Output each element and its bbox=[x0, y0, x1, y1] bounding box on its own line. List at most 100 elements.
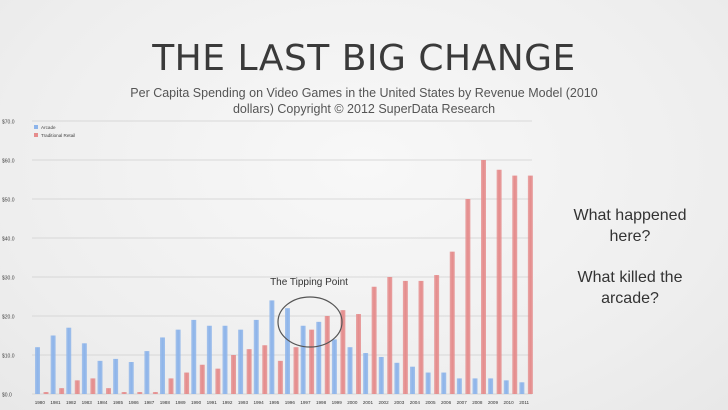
x-tick-label: 1996 bbox=[285, 400, 296, 405]
x-tick-label: 2008 bbox=[472, 400, 483, 405]
bar-arcade bbox=[144, 351, 150, 394]
bar-arcade bbox=[175, 329, 181, 394]
bar-arcade bbox=[35, 347, 40, 394]
bar-arcade bbox=[50, 335, 56, 394]
bar-traditional-retail bbox=[527, 175, 533, 394]
x-tick-label: 1998 bbox=[316, 400, 327, 405]
legend: Arcade Traditional Retail bbox=[34, 125, 75, 138]
x-tick-label: 2007 bbox=[457, 400, 468, 405]
legend-label: Arcade bbox=[41, 125, 56, 130]
bar-traditional-retail bbox=[74, 380, 80, 394]
x-tick-label: 1985 bbox=[113, 400, 124, 405]
bar-traditional-retail bbox=[387, 277, 393, 394]
bar-arcade bbox=[363, 353, 369, 394]
bar-traditional-retail bbox=[434, 275, 440, 394]
x-tick-label: 2002 bbox=[378, 400, 389, 405]
bar-arcade bbox=[160, 337, 165, 394]
x-tick-label: 2005 bbox=[425, 400, 436, 405]
x-tick-label: 1988 bbox=[160, 400, 171, 405]
bar-arcade bbox=[97, 360, 103, 394]
annotation: The Tipping Point bbox=[270, 277, 348, 348]
bar-arcade bbox=[113, 358, 119, 394]
x-tick-label: 1997 bbox=[300, 400, 311, 405]
x-tick-label: 1984 bbox=[97, 400, 108, 405]
bar-arcade bbox=[300, 325, 306, 394]
bar-traditional-retail bbox=[90, 378, 96, 394]
y-tick-label: $10.0 bbox=[2, 354, 15, 360]
legend-label: Traditional Retail bbox=[41, 133, 75, 138]
bar-traditional-retail bbox=[262, 345, 268, 394]
y-tick-label: $50.0 bbox=[2, 198, 15, 204]
bar-traditional-retail bbox=[106, 388, 111, 394]
bar-arcade bbox=[410, 366, 415, 394]
bar-traditional-retail bbox=[184, 372, 190, 394]
x-tick-label: 2000 bbox=[347, 400, 358, 405]
bar-arcade bbox=[238, 329, 244, 394]
tipping-point-circle bbox=[277, 296, 343, 348]
bar-traditional-retail bbox=[465, 199, 471, 394]
x-tick-label: 1983 bbox=[82, 400, 93, 405]
bar-traditional-retail bbox=[293, 347, 299, 394]
bar-traditional-retail bbox=[324, 316, 330, 394]
bar-arcade bbox=[519, 382, 525, 394]
bar-traditional-retail bbox=[309, 329, 315, 394]
bar-arcade bbox=[81, 343, 87, 394]
bar-traditional-retail bbox=[168, 378, 174, 394]
bar-arcade bbox=[378, 356, 384, 394]
bar-traditional-retail bbox=[246, 349, 252, 394]
bar-traditional-retail bbox=[402, 280, 408, 394]
y-tick-label: $0.0 bbox=[2, 393, 12, 399]
y-tick-label: $70.0 bbox=[2, 120, 15, 126]
x-tick-label: 1982 bbox=[66, 400, 77, 405]
x-tick-label: 1999 bbox=[332, 400, 343, 405]
x-tick-label: 2001 bbox=[363, 400, 374, 405]
bar-traditional-retail bbox=[43, 392, 49, 394]
bar-traditional-retail bbox=[277, 360, 283, 394]
bar-traditional-retail bbox=[199, 364, 205, 394]
x-tick-labels: 1980 1981 1982 1983 1984 1985 1986 1987 1988 1989… bbox=[35, 400, 530, 405]
x-tick-label: 1981 bbox=[50, 400, 61, 405]
bar-arcade bbox=[128, 362, 134, 394]
bar-traditional-retail bbox=[121, 392, 127, 394]
x-tick-label: 1986 bbox=[128, 400, 139, 405]
bar-arcade bbox=[66, 327, 72, 394]
bar-traditional-retail bbox=[215, 368, 221, 394]
slide-subtitle: Per Capita Spending on Video Games in th… bbox=[130, 86, 598, 116]
x-tick-label: 1992 bbox=[222, 400, 233, 405]
bar-arcade bbox=[441, 372, 447, 394]
x-tick-label: 1987 bbox=[144, 400, 155, 405]
y-tick-label: $30.0 bbox=[2, 276, 15, 282]
x-tick-label: 2006 bbox=[441, 400, 452, 405]
x-tick-label: 1989 bbox=[175, 400, 186, 405]
bar-arcade bbox=[206, 325, 212, 394]
x-tick-label: 1995 bbox=[269, 400, 280, 405]
x-tick-label: 2011 bbox=[519, 400, 529, 405]
bar-traditional-retail bbox=[371, 286, 377, 394]
x-tick-label: 1990 bbox=[191, 400, 202, 405]
bar-arcade bbox=[472, 378, 478, 394]
bar-traditional-retail bbox=[152, 392, 158, 394]
bar-arcade bbox=[394, 362, 400, 394]
legend-swatch bbox=[34, 133, 38, 137]
bar-arcade bbox=[269, 300, 275, 394]
x-tick-label: 1980 bbox=[35, 400, 46, 405]
question-what-killed-arcade: What killed the arcade? bbox=[577, 269, 683, 307]
slide-title: THE LAST BIG CHANGE bbox=[152, 38, 576, 79]
bar-arcade bbox=[331, 339, 337, 394]
x-tick-label: 2009 bbox=[488, 400, 499, 405]
bar-traditional-retail bbox=[356, 314, 361, 394]
x-tick-label: 1991 bbox=[207, 400, 218, 405]
bar-traditional-retail bbox=[481, 160, 486, 394]
y-tick-label: $20.0 bbox=[2, 315, 15, 321]
bar-arcade bbox=[285, 308, 290, 394]
bar-arcade bbox=[503, 380, 509, 394]
bar-traditional-retail bbox=[418, 280, 424, 394]
bar-arcade bbox=[191, 319, 197, 394]
bar-traditional-retail bbox=[59, 388, 65, 394]
x-tick-label: 2003 bbox=[394, 400, 405, 405]
bars bbox=[35, 160, 533, 394]
bar-traditional-retail bbox=[137, 392, 143, 394]
y-tick-label: $40.0 bbox=[2, 237, 15, 243]
